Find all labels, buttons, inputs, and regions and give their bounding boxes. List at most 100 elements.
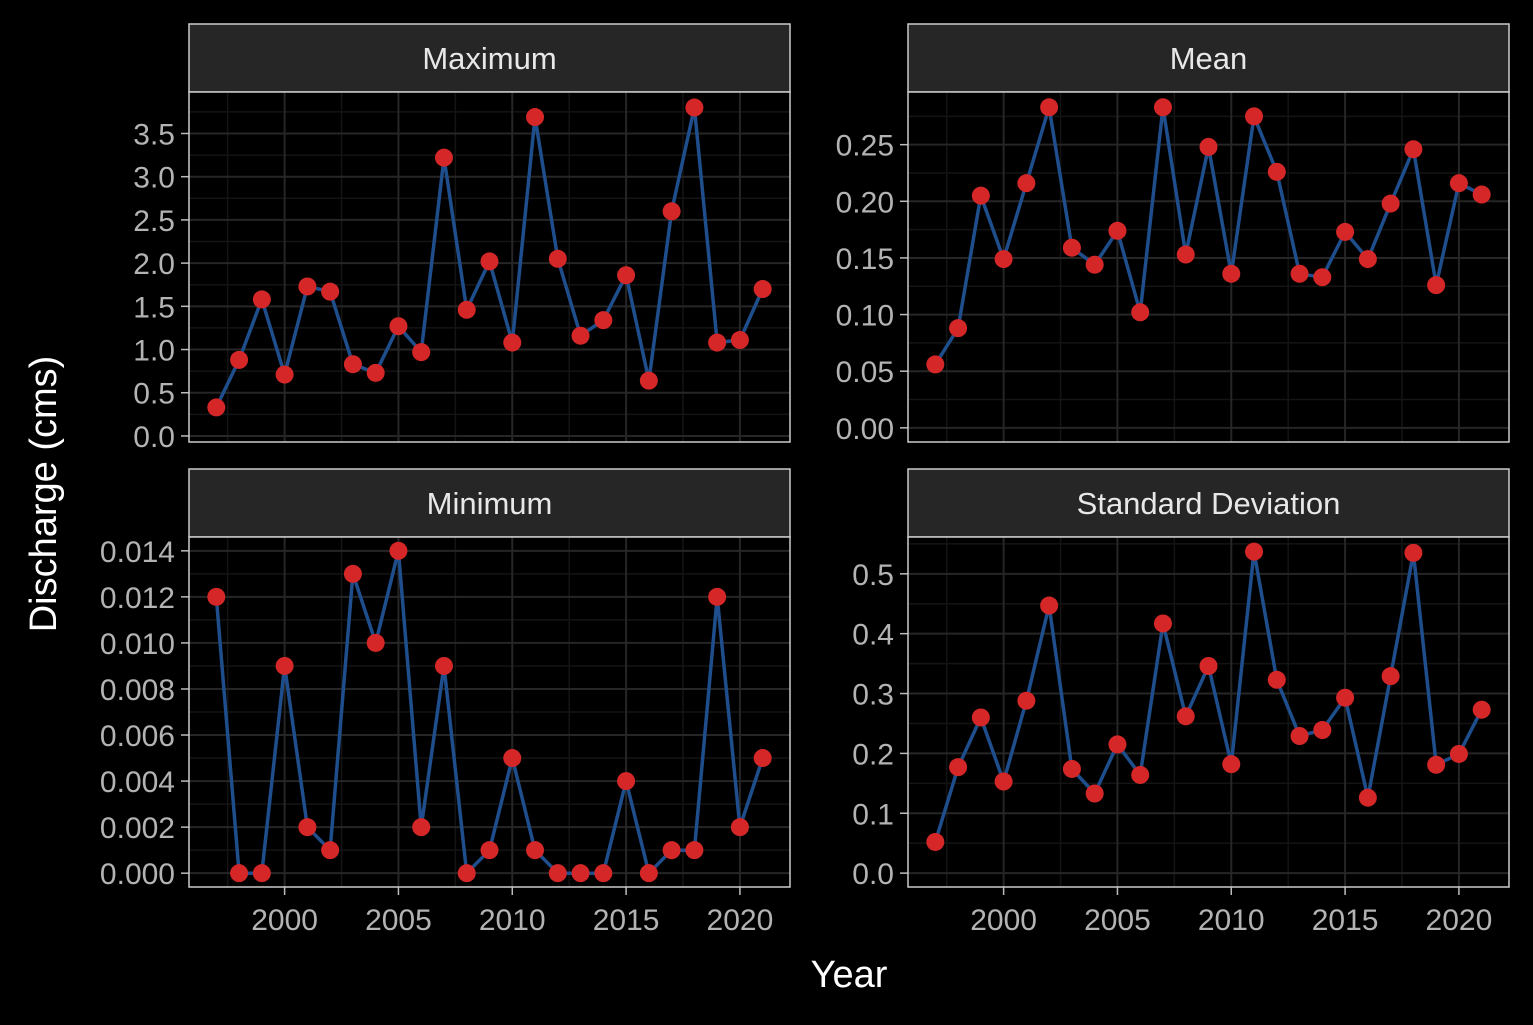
data-point [730,331,749,350]
data-point [343,564,362,583]
data-point [366,633,385,652]
x-tick-label: 2000 [970,904,1037,937]
y-tick-label: 0.00 [836,413,894,446]
panel-1: Mean 0.00 0.05 0.10 0.15 0.20 0.25 [836,23,1510,446]
x-tick-label: 2015 [1312,904,1379,937]
data-point [662,841,681,860]
x-tick-label: 2010 [1198,904,1265,937]
data-point [949,319,968,338]
y-tick-label: 3.0 [133,162,175,195]
y-tick-label: 0.004 [100,766,175,799]
y-axis-title: Discharge (cms) [23,356,65,633]
data-point [1290,264,1309,283]
x-tick-label: 2005 [365,904,432,937]
data-point [949,758,968,777]
data-point [457,300,476,319]
data-point [1199,656,1218,675]
y-tick-label: 0.5 [133,378,175,411]
data-point [1427,276,1446,295]
y-tick-label: 0.1 [852,798,894,831]
data-point [1222,264,1241,283]
data-point [434,656,453,675]
data-point [1381,194,1400,213]
data-point [321,282,340,301]
facet-title: Standard Deviation [1077,486,1341,521]
data-point [526,841,545,860]
data-point [1153,614,1172,633]
x-tick-label: 2020 [1426,904,1493,937]
data-point [1313,721,1332,740]
data-point [971,708,990,727]
data-point [1404,543,1423,562]
data-point [1336,222,1355,241]
y-tick-label: 0.014 [100,536,175,569]
y-tick-label: 1.5 [133,291,175,324]
facet-title: Minimum [427,486,553,521]
data-point [457,864,476,883]
data-point [1313,268,1332,287]
data-point [275,656,294,675]
data-point [434,148,453,167]
data-point [480,841,499,860]
data-point [1085,784,1104,803]
gridlines [189,92,790,442]
y-tick-label: 0.006 [100,720,175,753]
data-point [207,587,226,606]
facet-strip [188,23,791,93]
y-tick-label: 0.010 [100,628,175,661]
data-point [321,841,340,860]
data-point [1040,98,1059,117]
data-point [1449,744,1468,763]
data-point [926,355,945,374]
y-tick-label: 0.25 [836,130,894,163]
data-point [753,749,772,768]
y-tick-label: 0.0 [852,858,894,891]
data-point [230,350,249,369]
data-point [1245,542,1264,561]
data-point [1131,303,1150,322]
y-tick-label: 2.0 [133,248,175,281]
gridlines [189,537,790,887]
data-point [753,280,772,299]
data-point [548,864,567,883]
x-tick-label: 2000 [251,904,318,937]
data-point [730,818,749,837]
data-point [1472,700,1491,719]
data-point [1062,759,1081,778]
data-point [1381,667,1400,686]
x-axis-title: Year [811,954,888,996]
data-point [1176,707,1195,726]
data-point [389,541,408,560]
data-point [617,772,636,791]
data-point [1427,755,1446,774]
x-tick-label: 2010 [479,904,546,937]
y-tick-label: 2.5 [133,205,175,238]
panel-border [907,91,1510,443]
data-point [1131,765,1150,784]
data-point [526,108,545,127]
data-point [1267,162,1286,181]
y-tick-label: 0.20 [836,186,894,219]
y-tick-label: 1.0 [133,335,175,368]
data-point [685,98,704,117]
y-tick-label: 0.3 [852,679,894,712]
facet-title: Mean [1170,41,1248,76]
y-tick-label: 0.002 [100,812,175,845]
data-point [1336,688,1355,707]
data-point [252,290,271,309]
data-point [1176,245,1195,264]
y-tick-label: 0.05 [836,356,894,389]
x-tick-label: 2020 [707,904,774,937]
data-point [617,266,636,285]
data-point [685,841,704,860]
data-point [571,326,590,345]
data-point [207,398,226,417]
panel-background [908,537,1509,887]
data-point [594,311,613,330]
data-point [1267,670,1286,689]
data-point [1245,107,1264,126]
gridlines [908,537,1509,887]
panel-0: Maximum 0.0 0.5 1.0 1.5 2.0 2.5 3.0 3.5 [133,23,791,454]
facet-strip [907,23,1510,93]
data-point [994,250,1013,269]
